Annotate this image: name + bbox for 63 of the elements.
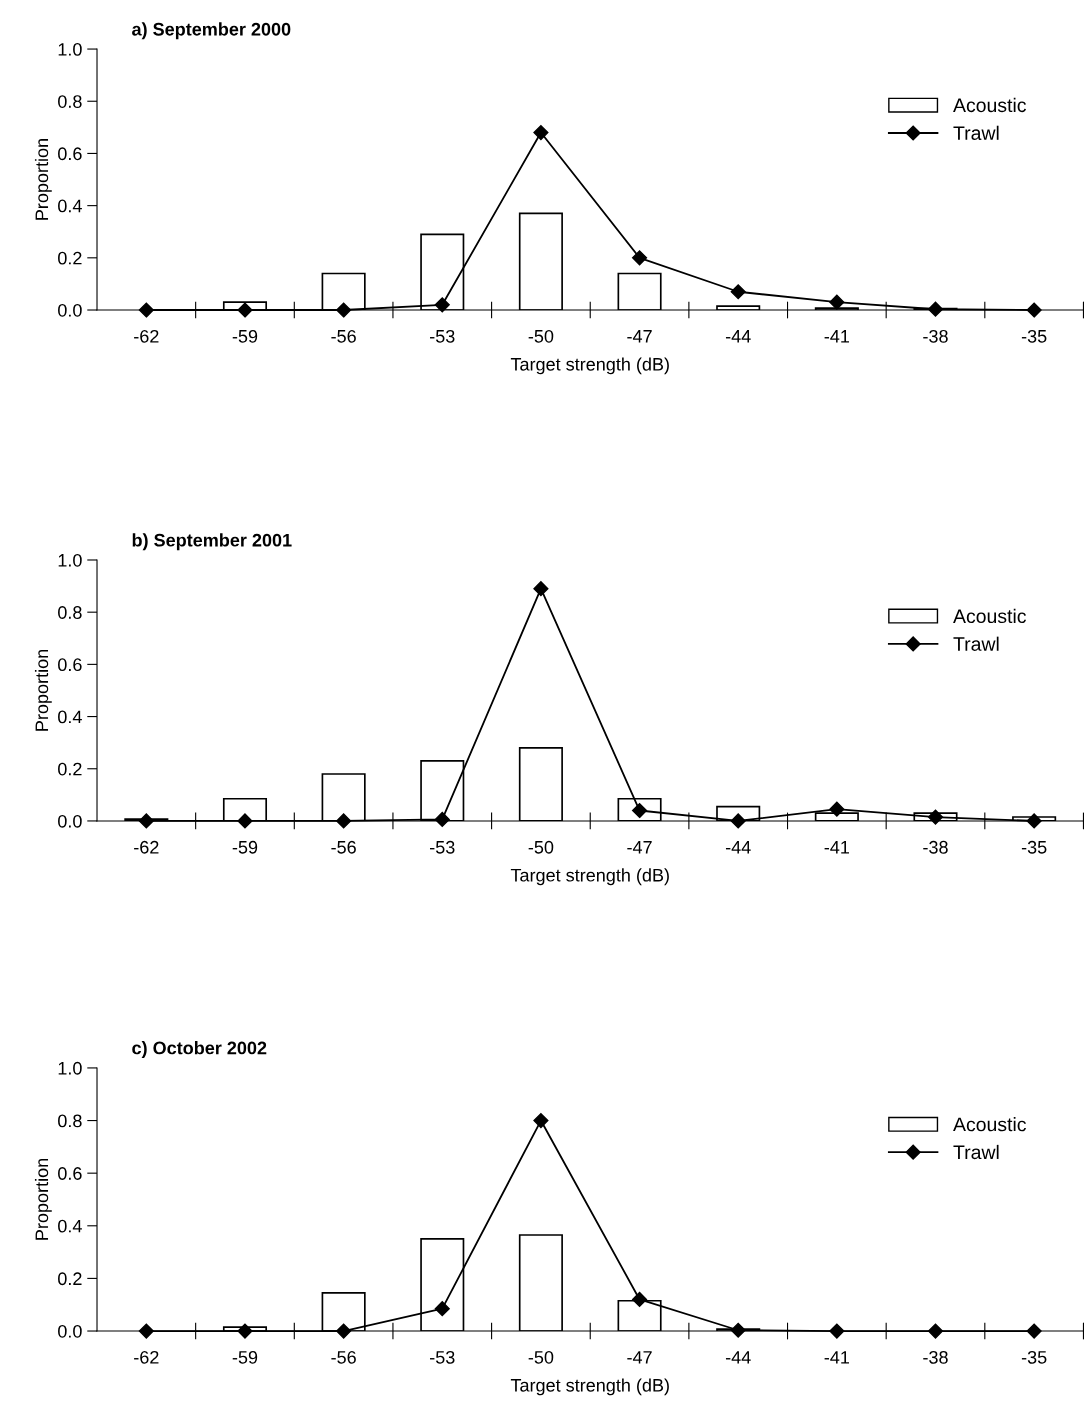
x-tick-label: -38 (923, 329, 948, 343)
x-tick-label: -47 (627, 841, 652, 854)
x-tick-label: -59 (232, 1350, 258, 1364)
x-axis-title: Target strength (dB) (510, 1378, 669, 1396)
x-tick-label: -35 (1021, 1350, 1047, 1364)
x-tick-label: -35 (1021, 329, 1047, 343)
x-tick-label: -41 (824, 841, 850, 854)
y-tick-label: 0.8 (58, 1114, 82, 1128)
x-tick-label: -53 (430, 840, 455, 854)
x-tick-label: -50 (528, 329, 554, 343)
x-tick-label: -38 (923, 1350, 948, 1364)
y-tick-label: 0.4 (58, 199, 82, 213)
y-tick-label: 0.4 (58, 710, 82, 724)
y-tick-label: 0.2 (58, 251, 82, 265)
x-tick-label: -59 (232, 329, 258, 343)
legend-label: Acoustic (953, 97, 1026, 113)
x-tick-label: -56 (331, 329, 356, 343)
x-tick-label: -47 (627, 330, 652, 343)
x-tick-label: -44 (725, 841, 751, 854)
x-tick-label: -35 (1021, 840, 1047, 854)
y-axis-title: Proportion (34, 139, 52, 220)
y-tick-label: 1.0 (58, 553, 82, 567)
y-tick-label: 0.0 (58, 303, 82, 317)
x-tick-label: -53 (430, 329, 455, 343)
y-tick-label: 0.8 (58, 606, 82, 619)
y-tick-label: 0.2 (58, 762, 82, 776)
x-tick-label: -62 (134, 329, 159, 343)
x-tick-label: -56 (331, 1350, 356, 1364)
x-tick-label: -50 (528, 1350, 554, 1364)
y-tick-label: 1.0 (58, 1061, 82, 1075)
legend-label: Acoustic (953, 608, 1026, 624)
y-axis-title: Proportion (34, 649, 52, 731)
y-tick-label: 0.0 (58, 814, 82, 828)
x-axis-title: Target strength (dB) (510, 357, 669, 375)
chart-title: b) September 2001 (132, 533, 292, 551)
x-axis-title: Target strength (dB) (510, 868, 669, 886)
y-axis-title: Proportion (34, 1159, 52, 1240)
x-tick-label: -44 (725, 330, 751, 343)
y-tick-label: 0.4 (58, 1219, 82, 1233)
legend-label: Acoustic (953, 1117, 1026, 1132)
x-tick-label: -47 (627, 1351, 652, 1364)
legend-label: Trawl (953, 636, 999, 651)
y-tick-label: 0.6 (58, 1167, 82, 1180)
y-tick-label: 0.0 (58, 1324, 82, 1338)
y-tick-label: 0.2 (58, 1272, 82, 1286)
chart-title: c) October 2002 (132, 1041, 267, 1058)
x-tick-label: -62 (134, 1350, 159, 1364)
x-tick-label: -38 (923, 840, 948, 854)
y-tick-label: 0.6 (58, 658, 82, 672)
x-tick-label: -50 (528, 840, 554, 854)
legend-label: Trawl (953, 1144, 999, 1160)
legend-label: Trawl (953, 125, 999, 140)
x-tick-label: -44 (725, 1351, 751, 1364)
x-tick-label: -41 (824, 1351, 850, 1364)
x-tick-label: -62 (134, 840, 159, 854)
y-tick-label: 1.0 (58, 42, 82, 56)
x-tick-label: -56 (331, 840, 356, 854)
x-tick-label: -41 (824, 330, 850, 343)
chart-title: a) September 2000 (132, 22, 291, 40)
y-tick-label: 0.8 (58, 95, 82, 108)
x-tick-label: -53 (430, 1350, 455, 1364)
x-tick-label: -59 (232, 840, 258, 854)
y-tick-label: 0.6 (58, 147, 82, 161)
